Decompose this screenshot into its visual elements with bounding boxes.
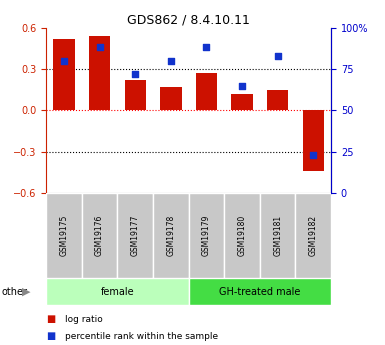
- Bar: [53, 39, 75, 110]
- Title: GDS862 / 8.4.10.11: GDS862 / 8.4.10.11: [127, 13, 250, 27]
- Point: [61, 58, 67, 63]
- Text: percentile rank within the sample: percentile rank within the sample: [65, 332, 219, 341]
- Text: GSM19181: GSM19181: [273, 215, 282, 256]
- Bar: [46, 278, 189, 305]
- Point: [275, 53, 281, 59]
- Bar: [89, 36, 110, 110]
- Bar: [153, 193, 189, 278]
- Point: [168, 58, 174, 63]
- Point: [97, 45, 103, 50]
- Text: GSM19178: GSM19178: [166, 215, 175, 256]
- Bar: [46, 193, 82, 278]
- Text: ▶: ▶: [22, 287, 31, 296]
- Bar: [260, 193, 296, 278]
- Text: GH-treated male: GH-treated male: [219, 287, 301, 296]
- Text: other: other: [2, 287, 28, 296]
- Point: [310, 152, 316, 158]
- Text: GSM19175: GSM19175: [60, 215, 69, 256]
- Point: [239, 83, 245, 88]
- Text: GSM19179: GSM19179: [202, 215, 211, 256]
- Bar: [189, 193, 224, 278]
- Text: female: female: [100, 287, 134, 296]
- Bar: [267, 90, 288, 110]
- Text: log ratio: log ratio: [65, 315, 103, 324]
- Text: GSM19182: GSM19182: [309, 215, 318, 256]
- Text: GSM19177: GSM19177: [131, 215, 140, 256]
- Bar: [82, 193, 117, 278]
- Text: GSM19176: GSM19176: [95, 215, 104, 256]
- Text: ■: ■: [46, 332, 55, 341]
- Bar: [117, 193, 153, 278]
- Text: ■: ■: [46, 314, 55, 324]
- Bar: [303, 110, 324, 171]
- Bar: [160, 87, 182, 110]
- Bar: [125, 80, 146, 110]
- Bar: [189, 278, 331, 305]
- Point: [132, 71, 138, 77]
- Bar: [296, 193, 331, 278]
- Bar: [224, 193, 260, 278]
- Point: [203, 45, 209, 50]
- Bar: [196, 73, 217, 110]
- Text: GSM19180: GSM19180: [238, 215, 246, 256]
- Bar: [231, 94, 253, 110]
